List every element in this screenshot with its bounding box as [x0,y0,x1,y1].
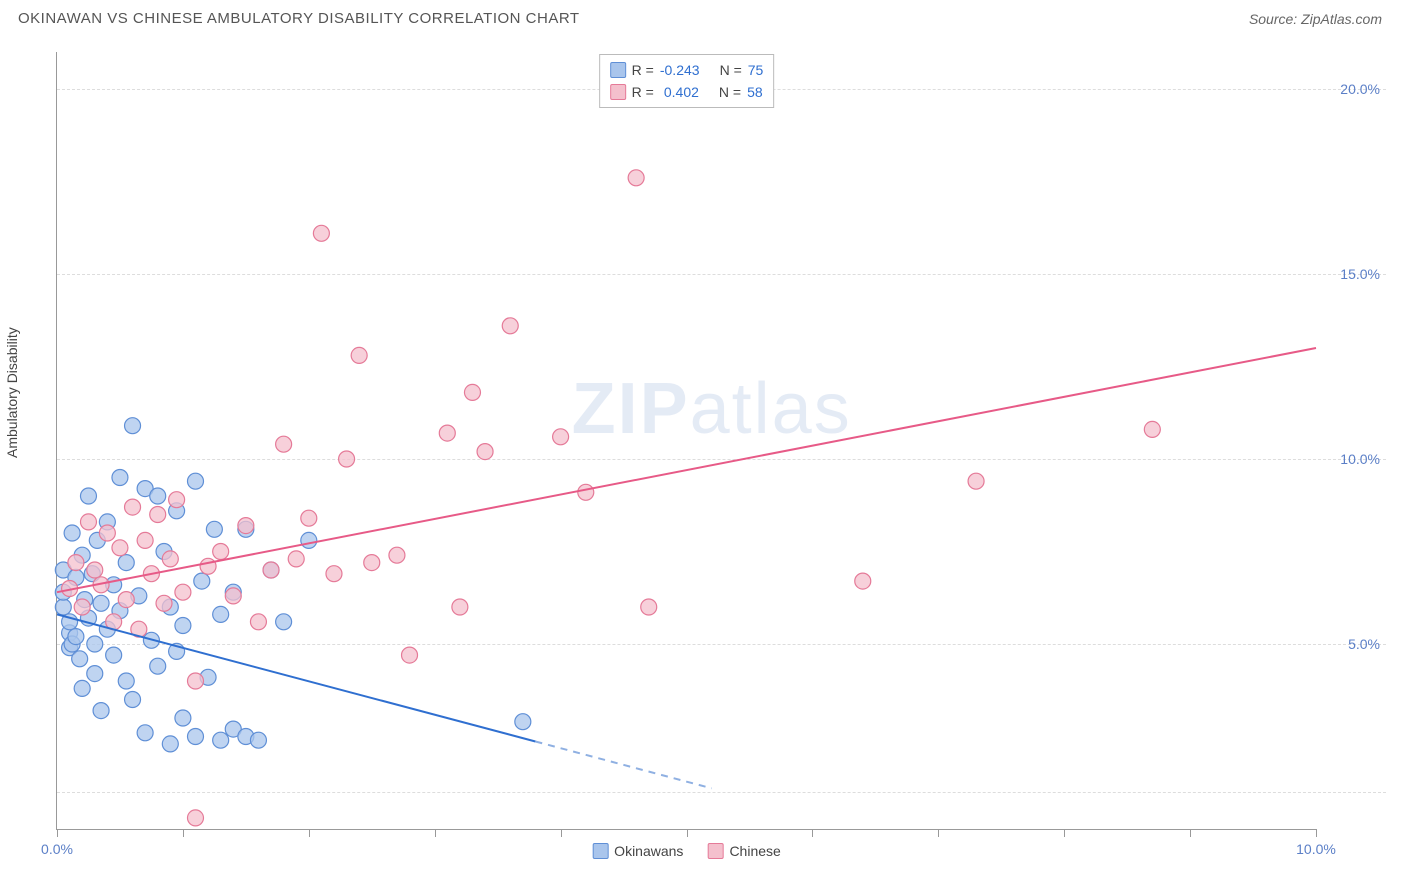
trend-lines-layer [57,52,1316,829]
swatch-okinawans [610,62,626,78]
stats-row-chinese: R = 0.402 N = 58 [610,81,764,103]
legend-item-chinese: Chinese [707,843,780,859]
stats-row-okinawans: R = -0.243 N = 75 [610,59,764,81]
legend-swatch-chinese [707,843,723,859]
y-tick-label: 10.0% [1340,451,1380,467]
r-value-okinawans: -0.243 [660,59,700,81]
legend-swatch-okinawans [592,843,608,859]
y-tick-label: 5.0% [1348,636,1380,652]
chart-container: Ambulatory Disability ZIPatlas R = -0.24… [18,44,1386,872]
y-axis-label: Ambulatory Disability [4,327,20,458]
n-value-okinawans: 75 [748,59,764,81]
y-tick-label: 20.0% [1340,81,1380,97]
plot-area: ZIPatlas R = -0.243 N = 75 R = 0.402 N =… [56,52,1316,830]
swatch-chinese [610,84,626,100]
y-tick-label: 15.0% [1340,266,1380,282]
source-attribution: Source: ZipAtlas.com [1249,11,1382,27]
n-value-chinese: 58 [747,81,763,103]
x-tick-label: 10.0% [1296,841,1336,857]
legend-item-okinawans: Okinawans [592,843,683,859]
x-tick-label: 0.0% [41,841,73,857]
chart-title: OKINAWAN VS CHINESE AMBULATORY DISABILIT… [18,10,580,27]
stats-legend: R = -0.243 N = 75 R = 0.402 N = 58 [599,54,775,108]
series-legend: Okinawans Chinese [592,843,781,859]
r-value-chinese: 0.402 [664,81,699,103]
